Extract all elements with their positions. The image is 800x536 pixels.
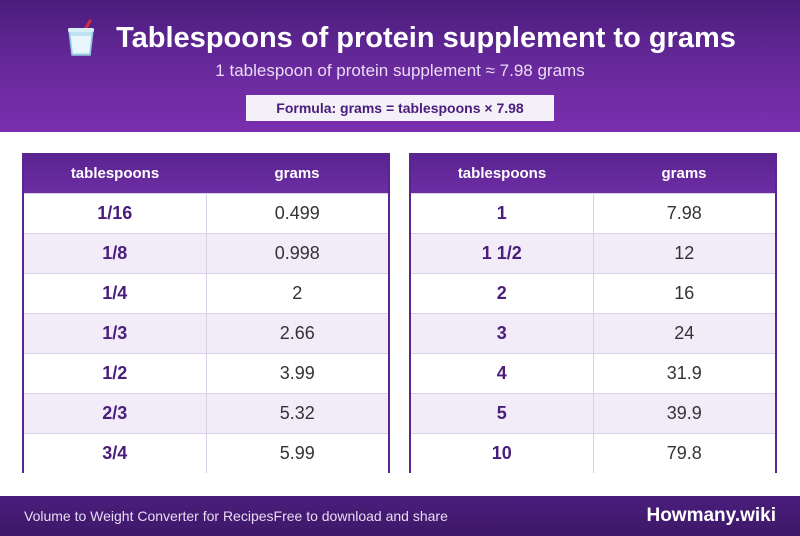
grams-cell: 24: [592, 312, 775, 353]
table-row: 2/3 5.32: [24, 392, 388, 433]
grams-cell: 2: [205, 272, 388, 313]
grams-cell: 2.66: [205, 312, 388, 353]
table-row: 3 24: [411, 312, 775, 353]
tablespoons-cell: 3: [411, 312, 593, 353]
tablespoons-cell: 1/4: [24, 272, 206, 313]
page-subtitle: 1 tablespoon of protein supplement ≈ 7.9…: [215, 61, 585, 80]
column-header-grams: grams: [274, 165, 320, 183]
tablespoons-cell: 5: [411, 392, 593, 433]
footer-share-text: Free to download and share: [273, 508, 448, 524]
table-header-row: tablespoons grams: [24, 155, 388, 193]
table-row: 1/2 3.99: [24, 352, 388, 393]
footer-text: Volume to Weight Converter for Recipes Fr…: [24, 496, 448, 536]
tablespoons-cell: 1/16: [24, 192, 206, 233]
table-row: 4 31.9: [411, 352, 775, 393]
brand-logo[interactable]: Howmany.wiki: [646, 505, 776, 526]
table-row: 3/4 5.99: [24, 432, 388, 473]
tablespoons-cell: 4: [411, 352, 593, 393]
tablespoons-cell: 2: [411, 272, 593, 313]
table-row: 1/4 2: [24, 272, 388, 313]
cup-with-straw-icon: [68, 19, 95, 56]
table-header-row: tablespoons grams: [411, 155, 775, 193]
tablespoons-cell: 10: [411, 432, 593, 473]
conversion-table: tablespoons grams 1/16 0.499 1/8 0.998 1…: [24, 155, 388, 473]
tablespoons-cell: 1/2: [24, 352, 206, 393]
grams-cell: 0.499: [205, 192, 388, 233]
column-header-tablespoons: tablespoons: [457, 165, 547, 183]
table-row: 1 1/2 12: [411, 232, 775, 273]
grams-cell: 5.32: [205, 392, 388, 433]
grams-cell: 79.8: [592, 432, 775, 473]
grams-cell: 7.98: [592, 192, 775, 233]
table-row: 1/3 2.66: [24, 312, 388, 353]
table-row: 1 7.98: [411, 192, 775, 233]
footer-bar: Volume to Weight Converter for Recipes Fr…: [0, 496, 800, 536]
column-header-tablespoons: tablespoons: [70, 165, 160, 183]
grams-cell: 31.9: [592, 352, 775, 393]
table-row: 2 16: [411, 272, 775, 313]
grams-cell: 16: [592, 272, 775, 313]
footer-converter-text: Volume to Weight Converter for Recipes: [24, 508, 274, 524]
tablespoons-cell: 1 1/2: [411, 232, 593, 273]
tablespoons-cell: 2/3: [24, 392, 206, 433]
conversion-table-right: tablespoons grams 1 7.98 1 1/2 12 2 16 3…: [409, 153, 777, 473]
column-header-grams: grams: [661, 165, 707, 183]
grams-cell: 12: [592, 232, 775, 273]
grams-cell: 5.99: [205, 432, 388, 473]
grams-cell: 0.998: [205, 232, 388, 273]
grams-cell: 3.99: [205, 352, 388, 393]
tablespoons-cell: 1/8: [24, 232, 206, 273]
title-row: Tablespoons of protein supplement to gra…: [0, 18, 800, 58]
grams-cell: 39.9: [592, 392, 775, 433]
formula-badge: Formula: grams = tablespoons × 7.98: [246, 95, 554, 121]
conversion-table: tablespoons grams 1 7.98 1 1/2 12 2 16 3…: [411, 155, 775, 473]
table-row: 5 39.9: [411, 392, 775, 433]
table-row: 1/8 0.998: [24, 232, 388, 273]
table-row: 1/16 0.499: [24, 192, 388, 233]
tablespoons-cell: 1/3: [24, 312, 206, 353]
header-banner: Tablespoons of protein supplement to gra…: [0, 0, 800, 132]
tablespoons-cell: 3/4: [24, 432, 206, 473]
conversion-table-left: tablespoons grams 1/16 0.499 1/8 0.998 1…: [22, 153, 390, 473]
tablespoons-cell: 1: [411, 192, 593, 233]
table-row: 10 79.8: [411, 432, 775, 473]
page-title: Tablespoons of protein supplement to gra…: [116, 21, 736, 54]
